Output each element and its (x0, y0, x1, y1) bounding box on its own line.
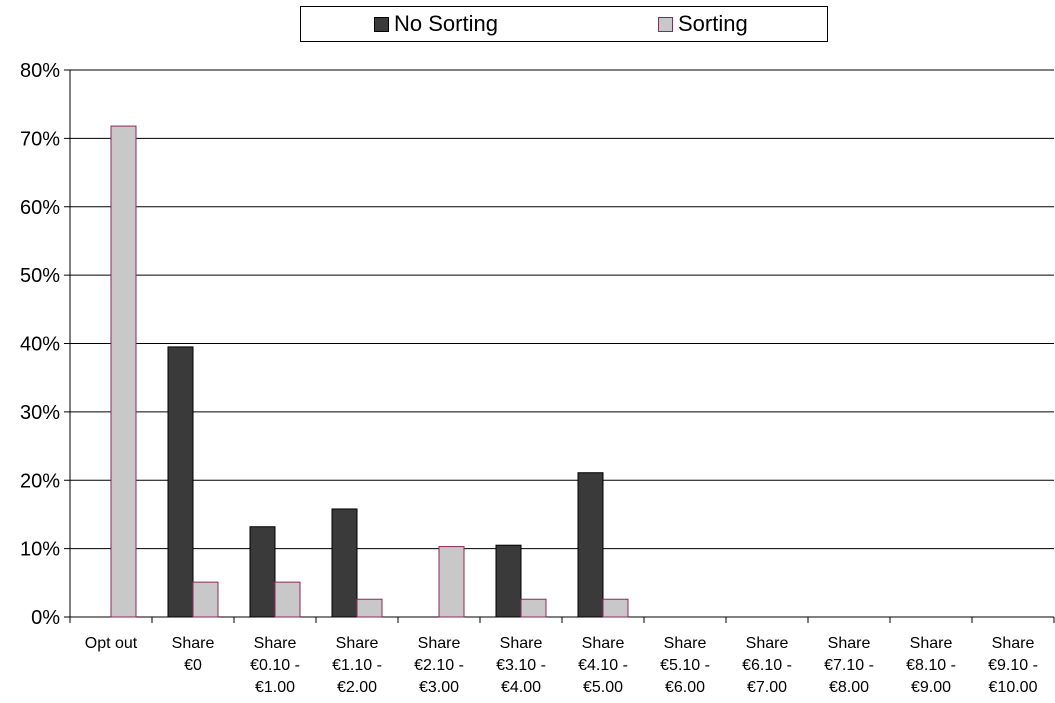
x-tick-label: €5.10 - (660, 657, 710, 674)
x-tick-label: €2.10 - (414, 657, 464, 674)
x-tick-label: €10.00 (989, 679, 1038, 696)
bar-no-sorting (577, 472, 604, 618)
bar-no-sorting (249, 526, 276, 618)
x-tick-label: €9.00 (911, 679, 951, 696)
x-tick-label: €6.10 - (742, 657, 792, 674)
x-tick-label: Share (992, 635, 1035, 652)
chart-legend: No Sorting Sorting (300, 6, 828, 42)
x-tick-label: €7.00 (747, 679, 787, 696)
y-tick-label: 0% (31, 607, 60, 629)
legend-item-no-sorting: No Sorting (374, 7, 498, 41)
x-tick-label: €0 (184, 657, 202, 674)
x-tick-label: €3.10 - (496, 657, 546, 674)
legend-item-sorting: Sorting (658, 7, 748, 41)
x-tick-label: Share (336, 635, 379, 652)
x-tick-label: €9.10 - (988, 657, 1038, 674)
x-tick-label: Share (500, 635, 543, 652)
x-tick-label: €2.00 (337, 679, 377, 696)
y-tick-label: 40% (20, 334, 60, 356)
x-tick-label: €4.00 (501, 679, 541, 696)
x-tick-label: Share (664, 635, 707, 652)
y-tick-label: 30% (20, 402, 60, 424)
x-tick-label: €8.10 - (906, 657, 956, 674)
y-tick-label: 60% (20, 197, 60, 219)
x-tick-label: Share (746, 635, 789, 652)
bar-sorting (520, 598, 547, 618)
x-tick-label: €1.10 - (332, 657, 382, 674)
x-tick-label: Share (828, 635, 871, 652)
bar-no-sorting (495, 544, 522, 618)
bar-sorting (602, 598, 629, 618)
x-tick-label: Share (910, 635, 953, 652)
legend-swatch-sorting (658, 16, 673, 32)
legend-swatch-no-sorting (374, 16, 389, 32)
bar-sorting (356, 598, 383, 618)
x-tick-label: €8.00 (829, 679, 869, 696)
y-tick-label: 70% (20, 128, 60, 150)
x-tick-label: Share (172, 635, 215, 652)
legend-label-no-sorting: No Sorting (394, 11, 498, 36)
bar-no-sorting (167, 346, 194, 618)
x-tick-label: €7.10 - (824, 657, 874, 674)
y-tick-label: 80% (20, 60, 60, 82)
y-tick-label: 50% (20, 265, 60, 287)
legend-label-sorting: Sorting (678, 11, 748, 36)
x-tick-label: €3.00 (419, 679, 459, 696)
x-tick-label: Share (254, 635, 297, 652)
x-tick-label: Opt out (85, 635, 138, 652)
x-tick-label: €4.10 - (578, 657, 628, 674)
x-tick-label: Share (418, 635, 461, 652)
y-tick-label: 10% (20, 539, 60, 561)
bar-sorting (274, 581, 301, 618)
x-tick-label: Share (582, 635, 625, 652)
bar-no-sorting (331, 508, 358, 618)
x-tick-label: €0.10 - (250, 657, 300, 674)
y-tick-label: 20% (20, 470, 60, 492)
bar-sorting (438, 546, 465, 618)
x-tick-label: €5.00 (583, 679, 623, 696)
x-tick-label: €1.00 (255, 679, 295, 696)
bar-sorting (192, 581, 219, 618)
bar-sorting (110, 125, 137, 618)
x-tick-label: €6.00 (665, 679, 705, 696)
